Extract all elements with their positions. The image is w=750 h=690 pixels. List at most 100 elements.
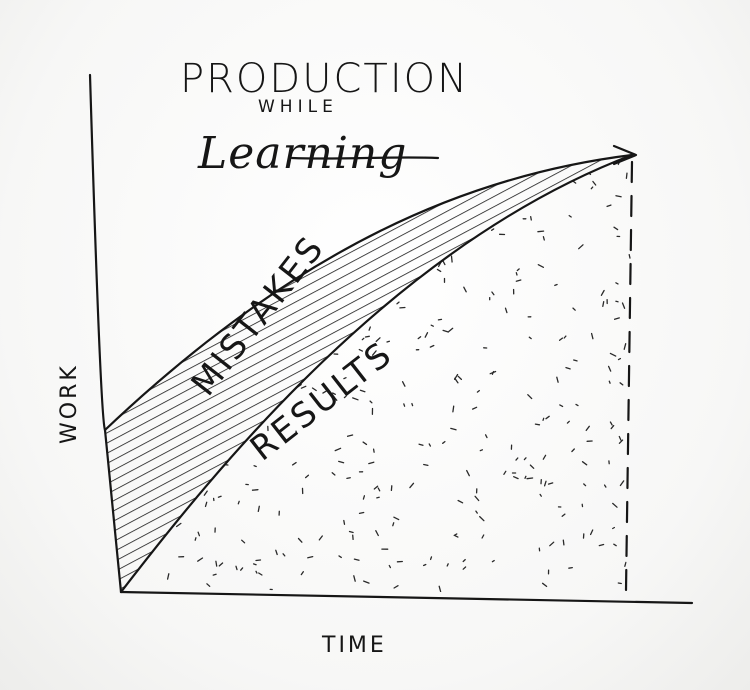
stipple-mark <box>238 265 243 270</box>
stipple-mark <box>549 541 555 547</box>
stipple-mark <box>374 216 381 222</box>
stipple-mark <box>343 519 346 525</box>
stipple-mark <box>159 286 164 293</box>
stipple-mark <box>542 236 545 241</box>
stipple-mark <box>542 454 547 460</box>
stipple-mark <box>376 496 380 499</box>
x-axis-label: TIME <box>321 633 387 658</box>
x-axis <box>119 590 694 605</box>
stipple-mark <box>453 162 457 166</box>
stipple-mark <box>503 470 507 475</box>
stipple-mark <box>168 250 175 255</box>
stipple-mark <box>428 443 432 447</box>
stipple-mark <box>304 474 310 479</box>
stipple-mark <box>526 477 534 480</box>
stipple-mark <box>331 472 336 476</box>
stipple-mark <box>190 229 193 234</box>
stipple-mark <box>172 354 179 357</box>
stipple-mark <box>589 529 594 536</box>
stipple-mark <box>457 499 464 504</box>
stipple-mark <box>602 301 605 308</box>
stipple-mark <box>523 169 527 175</box>
stipple-mark <box>352 397 359 401</box>
stipple-mark <box>280 184 286 189</box>
stipple-mark <box>573 359 578 362</box>
stipple-mark <box>194 537 197 541</box>
stipple-mark <box>338 460 345 464</box>
stipple-mark <box>454 535 459 538</box>
stipple-mark <box>590 186 594 190</box>
stipple-mark <box>529 464 535 469</box>
stipple-mark <box>565 366 571 370</box>
stipple-mark <box>333 395 338 401</box>
stipple-mark <box>479 449 484 452</box>
stipple-mark <box>547 482 554 485</box>
stipple-mark <box>353 558 360 561</box>
stipple-mark <box>347 237 353 244</box>
stipple-mark <box>454 192 459 197</box>
stipple-mark <box>513 476 519 480</box>
stipple-mark <box>438 585 442 592</box>
stipple-mark <box>255 559 262 562</box>
stipple-mark <box>322 390 327 394</box>
stipple-mark <box>291 461 297 466</box>
stipple-mark <box>613 317 620 320</box>
stipple-mark <box>136 390 143 393</box>
stipple-mark <box>189 270 196 274</box>
stipple-mark <box>181 237 189 240</box>
stipple-mark <box>358 511 365 515</box>
stipple-mark <box>528 336 532 340</box>
stipple-mark <box>541 582 548 588</box>
stipple-mark <box>300 571 304 576</box>
stipple-mark <box>375 337 381 343</box>
stipple-mark <box>606 204 612 208</box>
stipple-mark <box>152 312 156 316</box>
stipple-mark <box>129 292 135 295</box>
stipple-mark <box>515 272 518 276</box>
stipple-mark <box>490 228 495 231</box>
stipple-mark <box>247 201 251 205</box>
stipple-mark <box>188 287 193 292</box>
stipple-mark <box>554 283 558 287</box>
stipple-mark <box>188 255 194 258</box>
stipple-mark <box>353 575 356 582</box>
stipple-mark <box>258 236 264 243</box>
stipple-mark <box>197 531 201 537</box>
stipple-mark <box>377 487 381 492</box>
stipple-mark <box>462 566 467 570</box>
stipple-mark <box>615 300 619 303</box>
stipple-mark <box>357 194 365 198</box>
stipple-mark <box>363 580 370 584</box>
stipple-mark <box>359 389 366 393</box>
stipple-mark <box>476 389 480 393</box>
title-line-production: PRODUCTION <box>180 56 469 102</box>
stipple-mark <box>338 555 342 559</box>
stipple-mark <box>321 242 327 245</box>
stipple-mark <box>154 228 157 233</box>
stipple-mark <box>128 225 134 231</box>
stipple-mark <box>530 216 532 221</box>
stipple-mark <box>504 307 508 314</box>
stipple-mark <box>462 558 466 563</box>
stipple-mark <box>515 279 522 282</box>
stipple-mark <box>268 212 273 216</box>
stipple-mark <box>361 337 365 341</box>
mistakes-band <box>105 155 632 592</box>
stipple-mark <box>368 461 375 465</box>
stipple-mark <box>581 461 588 466</box>
stipple-mark <box>203 180 211 183</box>
stipple-mark <box>429 344 435 348</box>
stipple-mark <box>527 394 533 400</box>
stipple-mark <box>331 392 336 395</box>
stipple-mark <box>561 513 566 517</box>
stipple-mark <box>598 543 605 547</box>
stipple-mark <box>624 561 627 567</box>
stipple-mark <box>269 247 272 251</box>
stipple-mark <box>457 375 463 381</box>
stipple-mark <box>612 526 616 530</box>
stipple-mark <box>355 226 359 232</box>
stipple-mark <box>400 212 404 218</box>
stipple-mark <box>373 485 379 490</box>
work-curve <box>103 153 634 432</box>
stipple-mark <box>481 534 485 539</box>
